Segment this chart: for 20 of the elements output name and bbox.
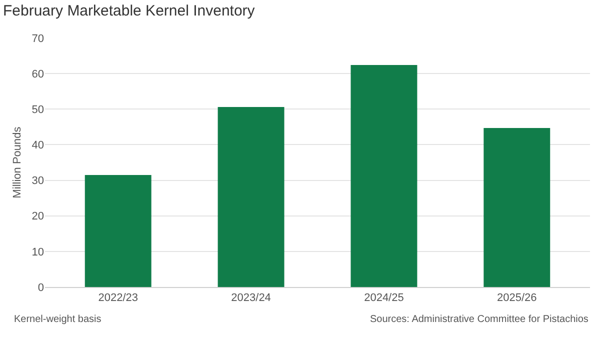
y-tick-label: 50 — [32, 104, 44, 116]
x-tick-label: 2024/25 — [364, 292, 404, 304]
x-tick-label: 2025/26 — [497, 292, 537, 304]
bar — [350, 65, 418, 287]
bar — [218, 107, 284, 287]
bar — [484, 128, 550, 287]
y-tick-label: 10 — [32, 246, 44, 258]
x-tick-label: 2023/24 — [231, 292, 271, 304]
text: Kernel-weight basis — [14, 314, 102, 325]
x-tick-label: 2022/23 — [98, 292, 138, 304]
y-tick-label: 60 — [32, 68, 44, 80]
y-tick-label: 30 — [32, 175, 44, 188]
y-tick-label: 70 — [32, 32, 44, 45]
source-note: Sources: Administrative Committee for Pistachios — [370, 314, 588, 325]
chart-title: February Marketable Kernel Inventory — [3, 2, 256, 20]
y-axis-title: Million Pounds — [11, 126, 24, 198]
y-tick-label: 0 — [38, 282, 44, 294]
bar — [84, 174, 152, 287]
y-tick-label: 40 — [32, 140, 44, 152]
y-tick-label: 20 — [32, 210, 44, 223]
